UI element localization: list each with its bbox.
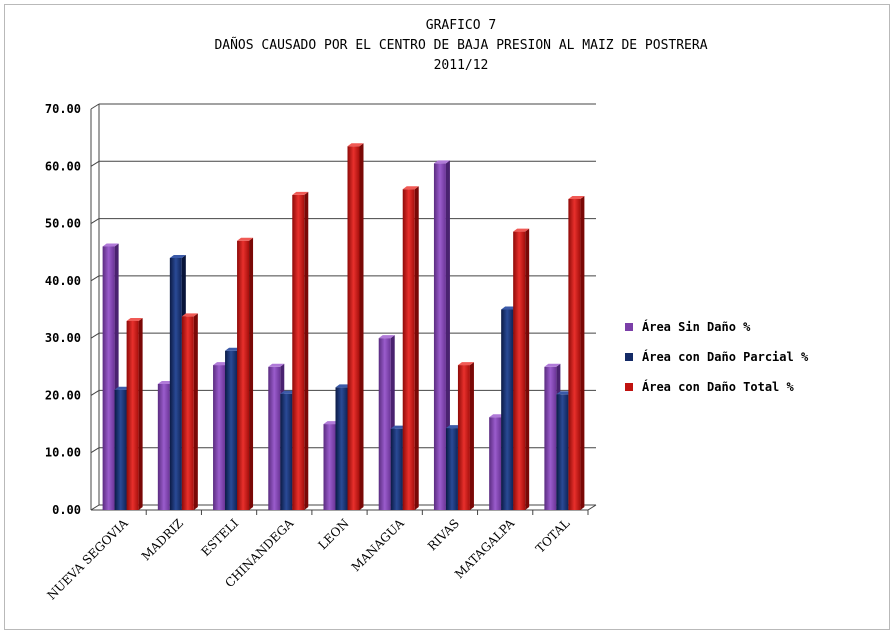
legend: Área Sin Daño % Área con Daño Parcial % Ár…: [625, 319, 809, 394]
x-tick-label: RIVAS: [425, 516, 462, 553]
bar: [513, 231, 526, 510]
gridline-depth: [90, 504, 100, 511]
chart-title-line-1: GRAFICO 7: [426, 18, 496, 33]
x-tick-label: NUEVA SEGOVIA: [44, 516, 130, 602]
bar: [126, 320, 139, 510]
y-tick-label: 20.00: [45, 388, 81, 402]
gridline-depth: [90, 103, 100, 110]
bar-top: [402, 186, 419, 190]
x-tick-label: LEON: [316, 516, 352, 552]
bar-top: [292, 191, 309, 195]
bar: [445, 428, 458, 510]
bar-side: [359, 143, 364, 510]
bar-top: [513, 228, 530, 232]
legend-label: Área Sin Daño %: [642, 319, 751, 334]
bar: [292, 194, 305, 510]
bar-top: [433, 160, 450, 164]
bar-top: [568, 195, 585, 199]
y-tick-label: 10.00: [45, 446, 81, 460]
gridline-depth: [90, 275, 100, 282]
bar-top: [102, 243, 119, 247]
bar: [568, 198, 581, 510]
bar: [237, 240, 250, 510]
legend-label: Área con Daño Total %: [642, 379, 794, 394]
bar-side: [445, 160, 450, 510]
bar: [268, 366, 281, 510]
bar-side: [304, 191, 309, 510]
bar: [457, 365, 470, 510]
legend-swatch: [625, 323, 633, 331]
bar: [213, 365, 226, 510]
bar: [489, 417, 502, 510]
bar: [181, 316, 194, 510]
bar-side: [525, 228, 530, 510]
y-tick-label: 40.00: [45, 274, 81, 288]
bar-side: [469, 362, 474, 510]
bar: [225, 350, 238, 510]
bar: [169, 257, 182, 510]
bar: [323, 424, 336, 510]
bar-top: [237, 237, 254, 241]
bar: [335, 387, 348, 510]
bar: [280, 393, 293, 510]
bar-top: [169, 254, 186, 258]
bar: [114, 389, 127, 510]
bar: [433, 163, 446, 510]
x-tick-label: MATAGALPA: [452, 516, 517, 581]
gridline-depth: [90, 447, 100, 454]
bar-side: [414, 186, 419, 510]
gridline-depth: [90, 160, 100, 167]
y-tick-label: 30.00: [45, 331, 81, 345]
gridline-depth: [90, 218, 100, 224]
bar-side: [249, 237, 254, 510]
bar: [378, 338, 391, 510]
bar-side: [580, 195, 585, 510]
x-tick-label: MADRIZ: [139, 516, 186, 563]
bar-side: [193, 313, 198, 510]
chart-frame: GRAFICO 7 DAÑOS CAUSADO POR EL CENTRO DE…: [4, 4, 890, 630]
bar: [157, 383, 170, 510]
bar-side: [138, 317, 143, 510]
bar-top: [544, 363, 561, 367]
bar: [390, 428, 403, 510]
chart-canvas: GRAFICO 7 DAÑOS CAUSADO POR EL CENTRO DE…: [44, 18, 809, 602]
gridline-depth: [90, 332, 100, 339]
bar-top: [378, 335, 395, 339]
bar-top: [457, 362, 474, 366]
gridline-depth: [90, 390, 100, 396]
bar: [544, 366, 557, 510]
chart-title-line-3: 2011/12: [434, 58, 489, 73]
y-tick-label: 0.00: [52, 503, 81, 517]
legend-label: Área con Daño Parcial %: [642, 349, 809, 364]
bar-top: [126, 317, 143, 321]
legend-swatch: [625, 353, 633, 361]
y-tick-label: 50.00: [45, 217, 81, 231]
bar: [501, 309, 514, 510]
chart-title-line-2: DAÑOS CAUSADO POR EL CENTRO DE BAJA PRES…: [214, 37, 707, 53]
plot-area: 0.00 10.00 20.00 30.00 40.00 50.00 60.00 70.00 N…: [44, 102, 597, 602]
y-tick-label: 70.00: [45, 102, 81, 116]
x-tick-label: ESTELI: [198, 516, 241, 559]
legend-swatch: [625, 383, 633, 391]
x-tick-label: TOTAL: [533, 516, 572, 555]
x-tick-label: MANAGUA: [349, 516, 407, 574]
y-tick-label: 60.00: [45, 159, 81, 173]
bar: [556, 394, 569, 510]
bar-top: [181, 313, 198, 317]
bar-top: [268, 363, 285, 367]
bar: [402, 189, 415, 510]
bar: [347, 146, 360, 510]
chart-title: GRAFICO 7 DAÑOS CAUSADO POR EL CENTRO DE…: [214, 18, 707, 73]
bar-top: [347, 143, 364, 147]
bar: [102, 246, 115, 510]
x-axis-depth: [587, 504, 597, 511]
